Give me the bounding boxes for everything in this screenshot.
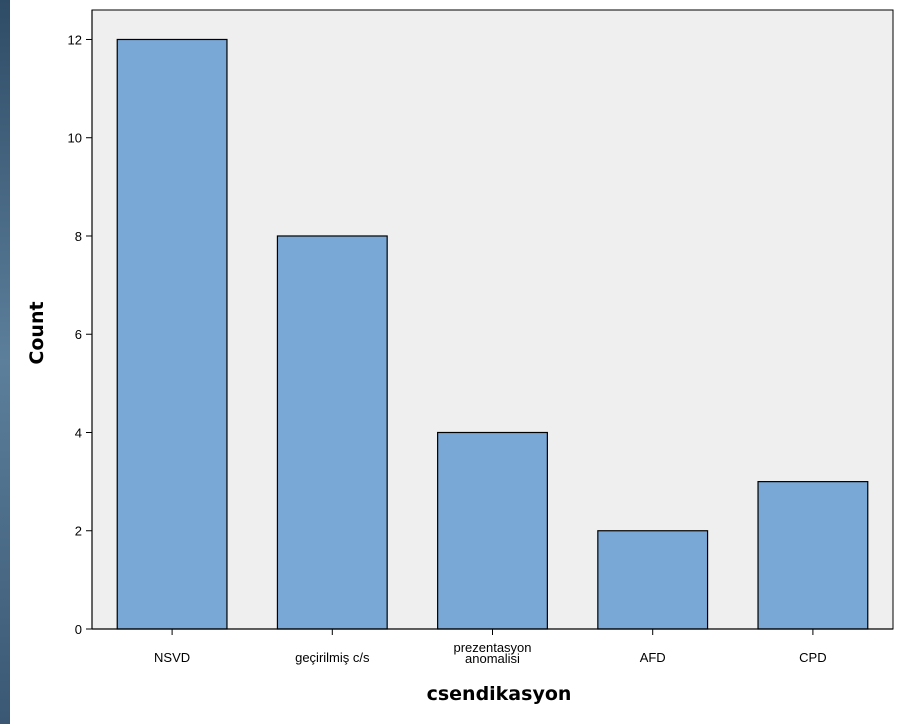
- y-tick-label: 10: [68, 131, 82, 146]
- bar-4: [757, 481, 869, 630]
- bar-3: [597, 530, 709, 630]
- y-axis-title: Count: [26, 301, 48, 364]
- x-tick-label: prezentasyon anomalisi: [453, 640, 531, 666]
- y-tick-label: 12: [68, 32, 82, 47]
- y-tick-label: 8: [75, 229, 82, 244]
- y-tick-label: 2: [75, 524, 82, 539]
- x-tick-label: CPD: [799, 650, 826, 665]
- y-tick-label: 0: [75, 622, 82, 637]
- window-edge: [0, 0, 10, 724]
- bar-2: [437, 431, 548, 630]
- y-tick-label: 6: [75, 327, 82, 342]
- bar-1: [276, 235, 388, 630]
- bar-0: [116, 38, 228, 630]
- y-tick-label: 4: [75, 425, 82, 440]
- x-tick-label: AFD: [640, 650, 666, 665]
- x-tick-label: geçirilmiş c/s: [295, 650, 370, 665]
- x-tick-label: NSVD: [154, 650, 190, 665]
- x-axis-title: csendikasyon: [427, 683, 572, 705]
